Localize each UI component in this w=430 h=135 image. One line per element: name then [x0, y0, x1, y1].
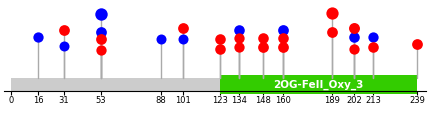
- Point: [157, 38, 164, 40]
- Point: [280, 29, 286, 31]
- Point: [98, 48, 104, 51]
- Point: [329, 12, 336, 14]
- Point: [351, 27, 358, 29]
- Bar: [11, 78, 417, 91]
- Point: [369, 46, 377, 48]
- Point: [217, 48, 224, 50]
- Point: [179, 38, 186, 40]
- Point: [280, 46, 286, 48]
- Point: [235, 29, 242, 31]
- Point: [60, 29, 67, 31]
- Point: [235, 37, 242, 39]
- Point: [179, 27, 186, 29]
- Point: [280, 37, 286, 39]
- Point: [414, 43, 421, 45]
- Point: [259, 37, 266, 39]
- Text: 2OG-FeII_Oxy_3: 2OG-FeII_Oxy_3: [273, 79, 364, 90]
- Point: [35, 36, 42, 38]
- Point: [235, 46, 242, 48]
- Point: [259, 46, 266, 48]
- Point: [217, 38, 224, 40]
- Point: [351, 48, 358, 50]
- Point: [369, 36, 377, 38]
- Bar: [220, 75, 417, 94]
- Point: [60, 45, 67, 47]
- Point: [329, 31, 336, 33]
- Point: [98, 13, 104, 15]
- Point: [98, 31, 104, 33]
- Point: [351, 36, 358, 38]
- Point: [98, 38, 104, 40]
